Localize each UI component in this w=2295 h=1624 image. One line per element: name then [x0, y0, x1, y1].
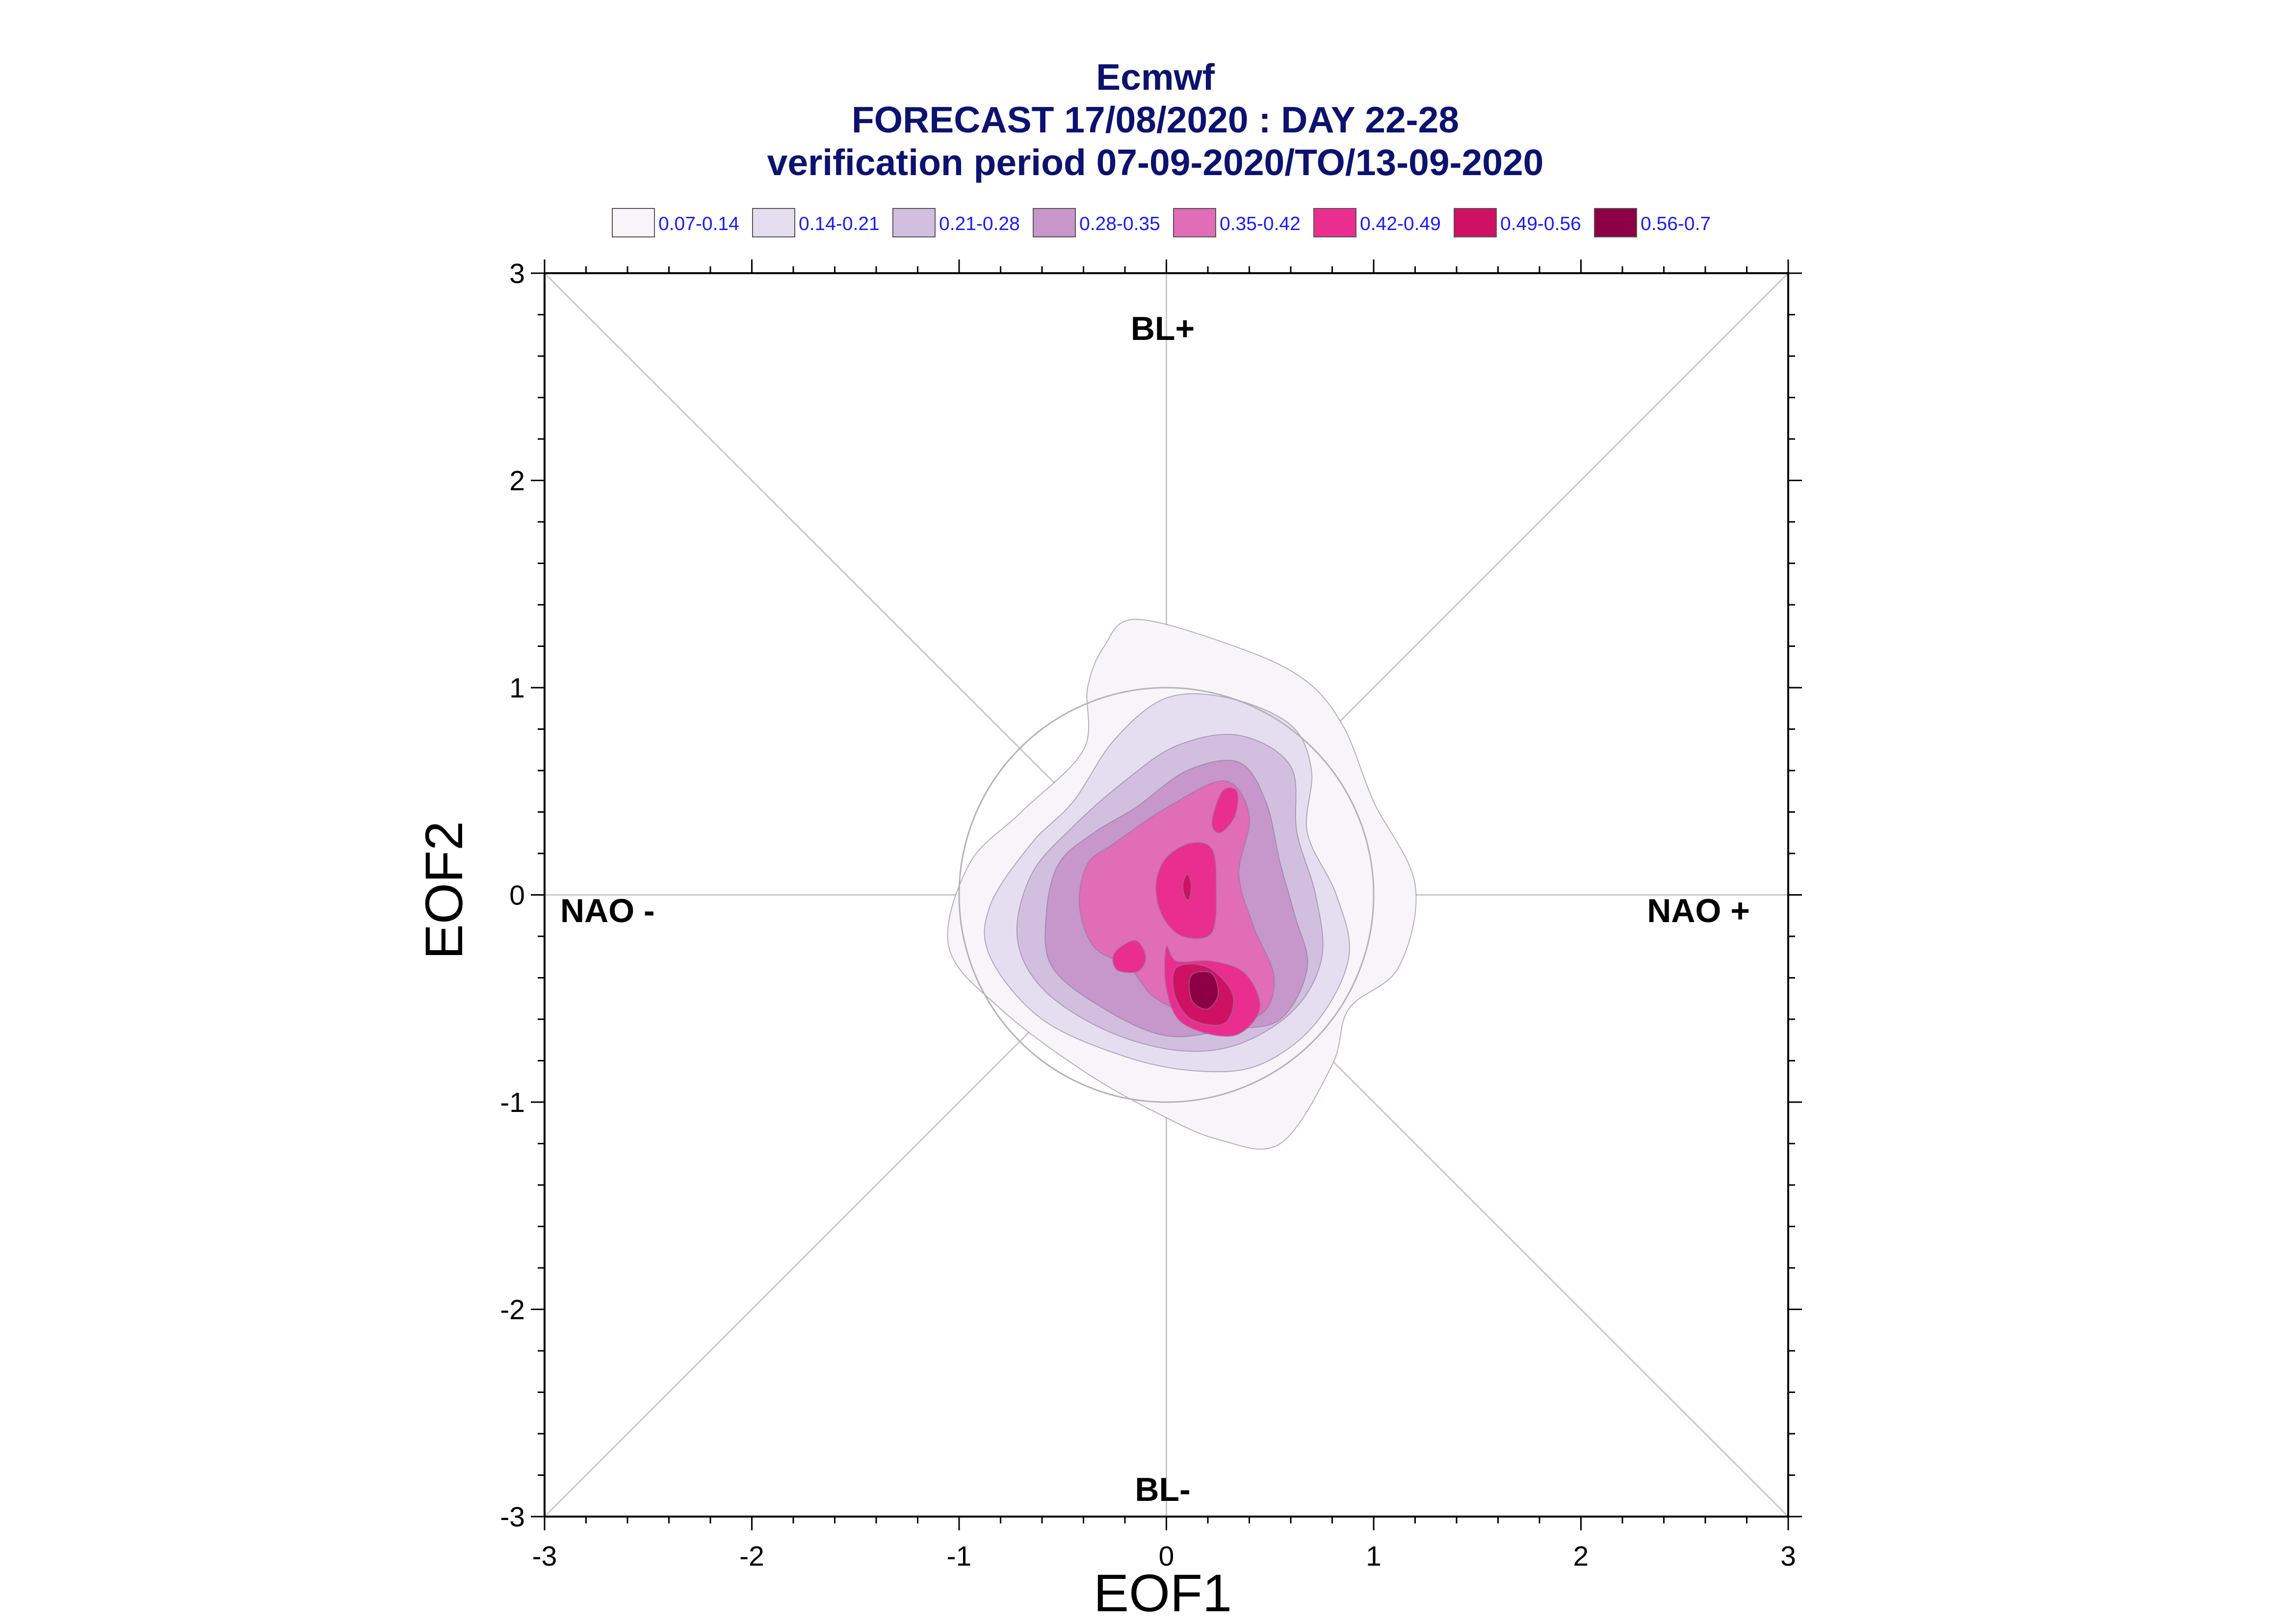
region-label-bl-plus: BL+ — [1131, 310, 1195, 347]
y-tick-label: 2 — [509, 465, 525, 497]
legend-label-6: 0.49-0.56 — [1500, 213, 1581, 234]
x-tick-label: 1 — [1366, 1541, 1382, 1572]
x-tick-label: 0 — [1159, 1541, 1174, 1572]
contour-0.42-0.49-8 — [1112, 940, 1147, 973]
legend-swatch-4 — [1173, 208, 1216, 237]
legend-swatch-5 — [1313, 208, 1356, 237]
contour-0.56-0.7-11 — [1188, 971, 1219, 1010]
y-tick-label: 3 — [509, 258, 525, 289]
chart-title-line-1: Ecmwf — [1096, 56, 1215, 98]
contour-layers — [947, 619, 1417, 1150]
legend-label-4: 0.35-0.42 — [1220, 213, 1301, 234]
legend-label-3: 0.28-0.35 — [1079, 213, 1160, 234]
region-label-bl-minus: BL- — [1135, 1471, 1190, 1508]
legend-swatch-7 — [1594, 208, 1637, 237]
legend: 0.07-0.14 0.14-0.21 0.21-0.28 0.28-0.35 0.35… — [612, 208, 1711, 237]
x-tick-label: -1 — [947, 1541, 972, 1572]
legend-swatch-2 — [892, 208, 936, 237]
legend-swatch-6 — [1454, 208, 1497, 237]
legend-swatch-0 — [612, 208, 655, 237]
y-tick-label: 1 — [509, 672, 525, 704]
contour-0.42-0.49-7 — [1211, 787, 1239, 834]
x-axis-title: EOF1 — [1094, 1563, 1232, 1623]
y-tick-label: -2 — [500, 1294, 525, 1326]
y-tick-label: -3 — [500, 1501, 525, 1533]
reference-circle — [958, 687, 1375, 1103]
region-label-nao-plus: NAO + — [1647, 892, 1750, 929]
chart-title-line-3: verification period 07-09-2020/TO/13-09-… — [767, 142, 1544, 183]
plot-area: -3 -2 -1 0 1 2 3 -3 -2 -1 0 1 2 3 — [500, 258, 1802, 1572]
x-tick-label: 2 — [1573, 1541, 1589, 1572]
chart-title-line-2: FORECAST 17/08/2020 : DAY 22-28 — [852, 99, 1459, 140]
x-tick-label: 3 — [1780, 1541, 1796, 1572]
legend-label-1: 0.14-0.21 — [799, 213, 880, 234]
y-tick-label: 0 — [509, 880, 525, 911]
x-tick-label: -2 — [739, 1541, 764, 1572]
legend-label-0: 0.07-0.14 — [658, 213, 739, 234]
y-axis-title: EOF2 — [414, 821, 473, 959]
region-label-nao-minus: NAO - — [560, 892, 655, 929]
legend-label-2: 0.21-0.28 — [939, 213, 1020, 234]
axis-ticks: -3 -2 -1 0 1 2 3 -3 -2 -1 0 1 2 3 — [500, 258, 1802, 1572]
x-tick-label: -3 — [532, 1541, 557, 1572]
legend-label-5: 0.42-0.49 — [1360, 213, 1441, 234]
legend-swatch-1 — [752, 208, 795, 237]
legend-label-7: 0.56-0.7 — [1641, 213, 1711, 234]
contour-0.49-0.56-10 — [1182, 874, 1192, 901]
y-tick-label: -1 — [500, 1087, 525, 1118]
legend-swatch-3 — [1033, 208, 1076, 237]
